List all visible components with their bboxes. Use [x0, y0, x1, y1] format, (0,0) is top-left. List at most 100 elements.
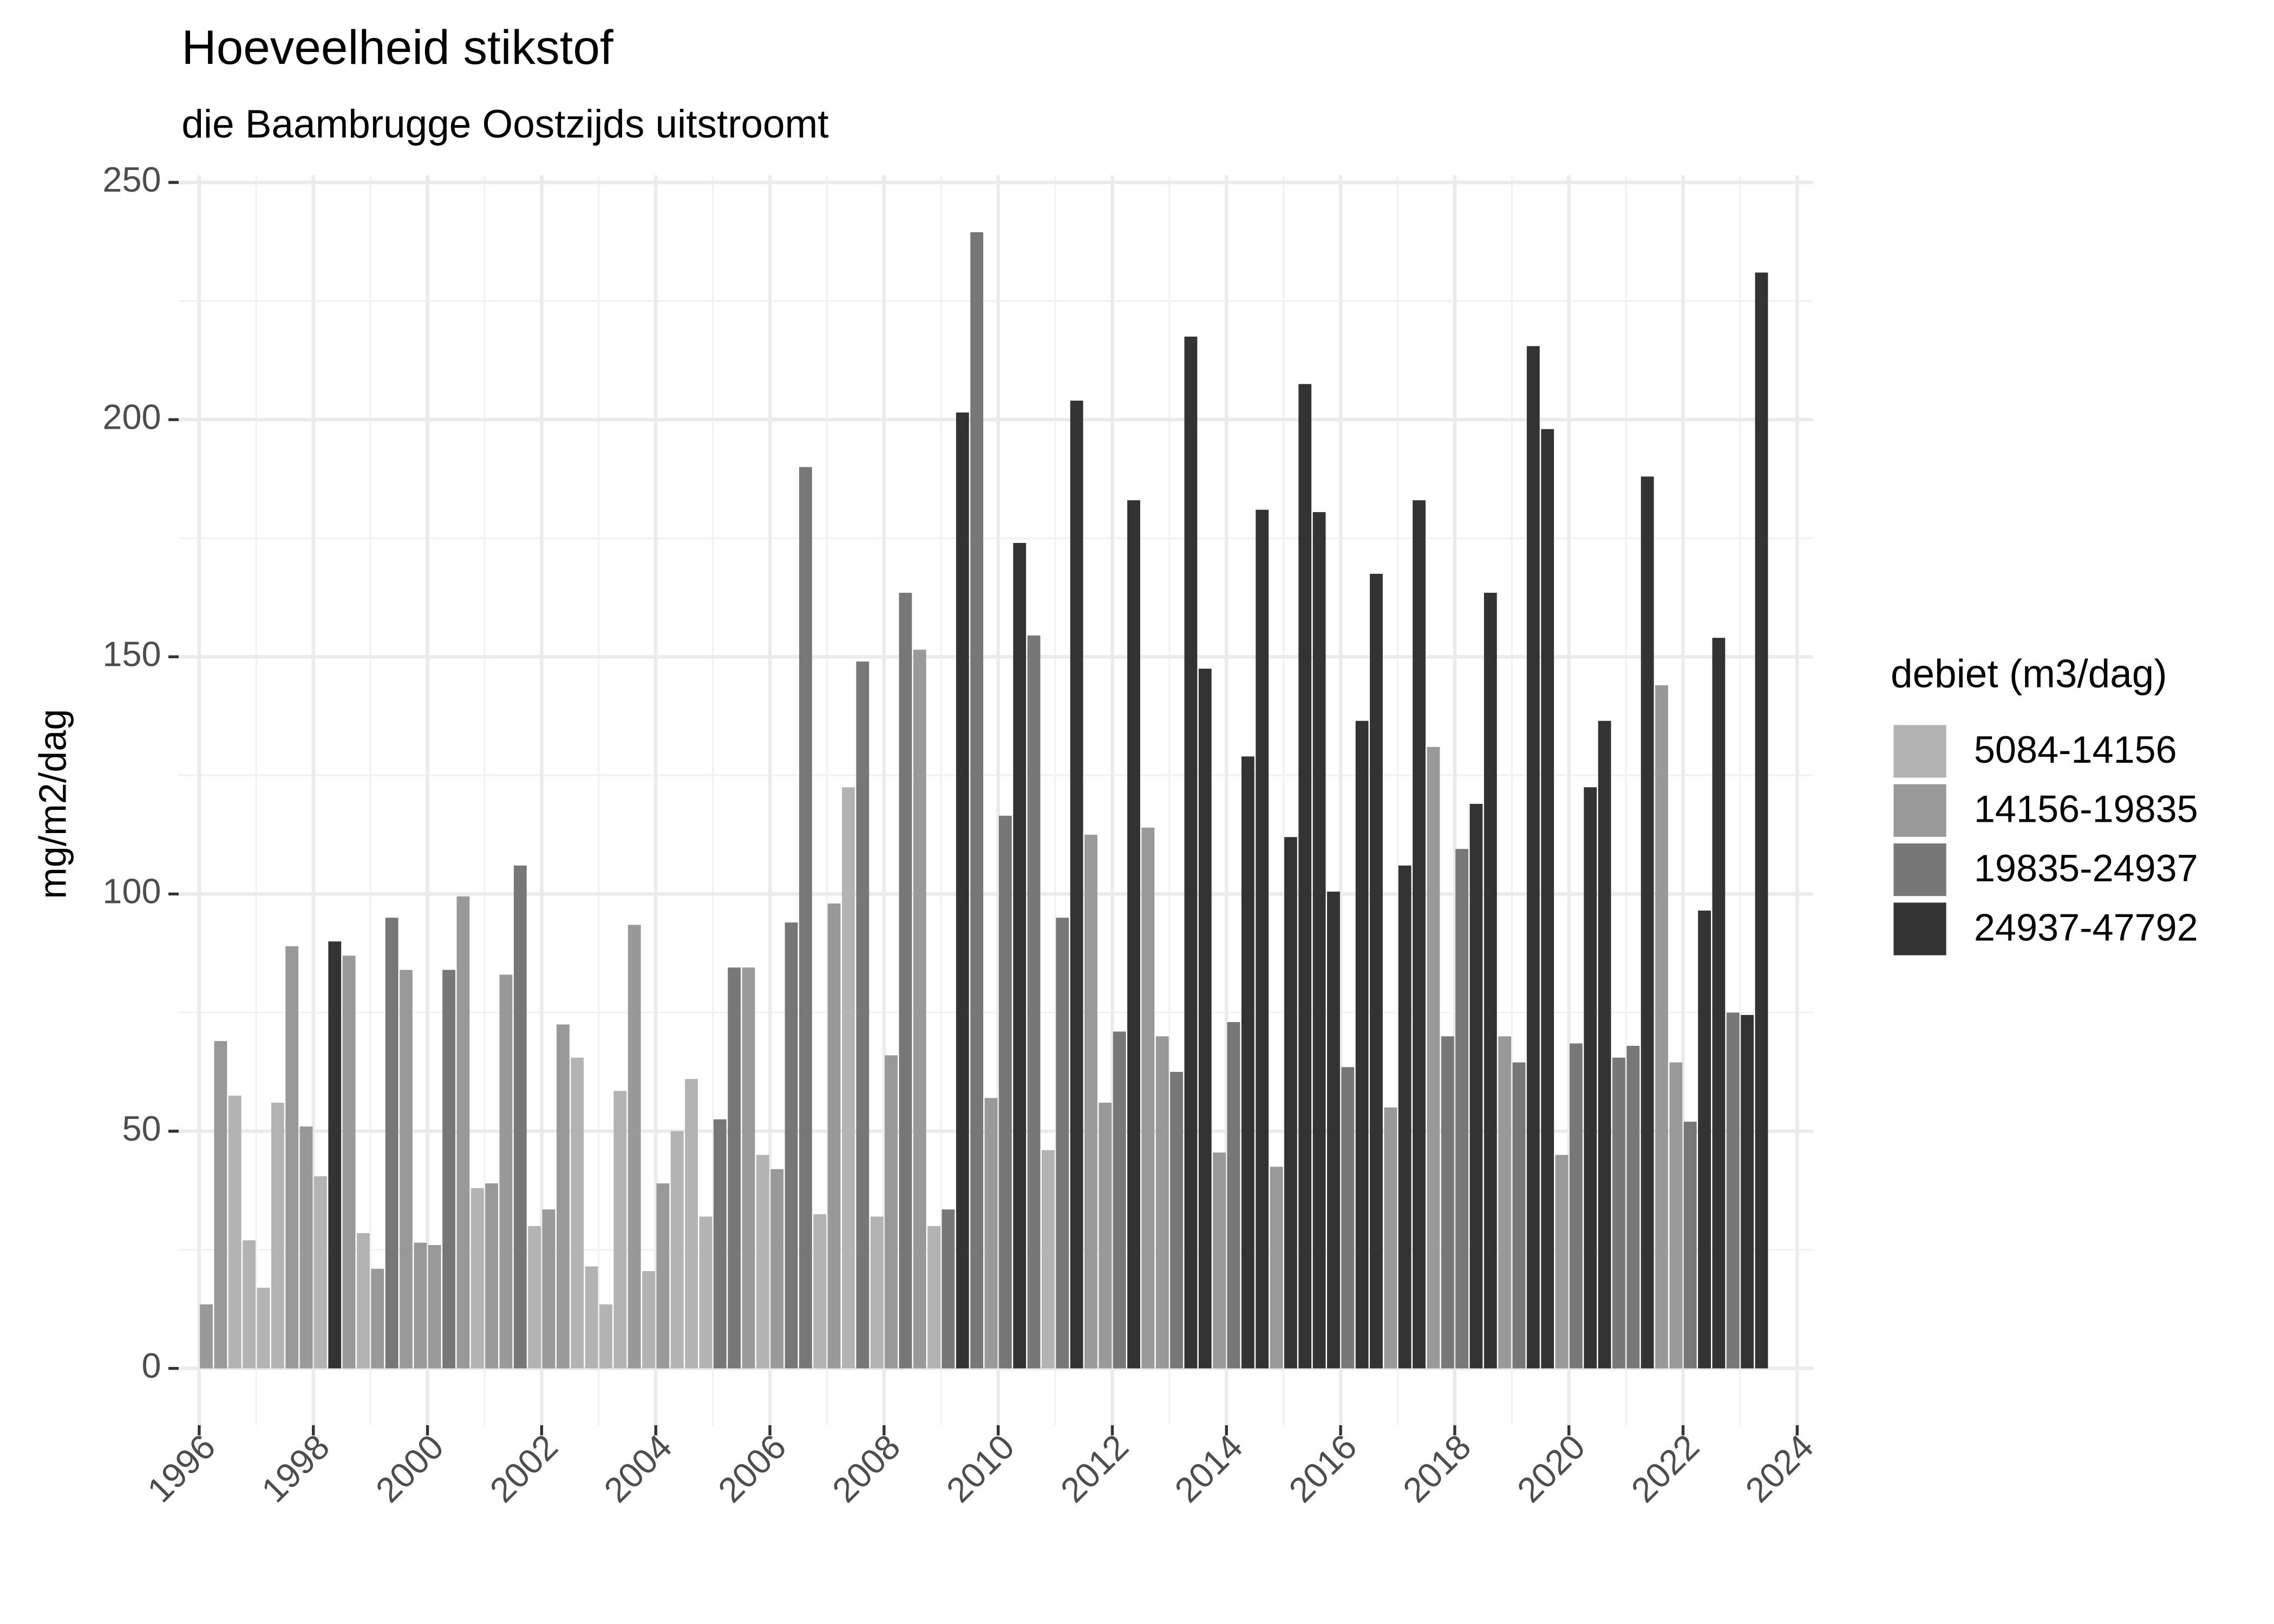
bar	[984, 1098, 998, 1368]
bar	[628, 925, 641, 1368]
bar	[1413, 500, 1426, 1368]
bar	[913, 650, 926, 1368]
bar	[1213, 1152, 1226, 1368]
bar	[1270, 1167, 1283, 1368]
x-tick-label: 2016	[1281, 1427, 1364, 1510]
bar	[285, 946, 299, 1368]
bar	[1641, 476, 1654, 1368]
y-tick-label: 0	[142, 1346, 161, 1385]
bar	[1526, 346, 1540, 1368]
bar	[200, 1304, 213, 1368]
bar	[214, 1041, 227, 1368]
bar	[414, 1242, 427, 1368]
bar	[1755, 272, 1768, 1368]
bar	[1198, 669, 1212, 1368]
bar	[357, 1233, 370, 1368]
bar	[642, 1271, 655, 1368]
bar	[371, 1268, 384, 1368]
legend-key	[1893, 843, 1946, 896]
bar	[656, 1183, 670, 1368]
bar	[1484, 593, 1497, 1368]
x-tick-label: 2010	[939, 1427, 1022, 1510]
bar	[271, 1103, 284, 1368]
bar	[799, 467, 812, 1368]
bar	[728, 967, 741, 1368]
bar	[257, 1287, 270, 1368]
bar	[1227, 1022, 1240, 1368]
bar	[613, 1091, 627, 1368]
bar	[785, 922, 798, 1368]
bar	[770, 1169, 784, 1368]
bar	[1127, 500, 1140, 1368]
bar	[670, 1131, 684, 1368]
chart-title: Hoeveelheid stikstof	[181, 20, 613, 74]
bar	[1070, 401, 1083, 1368]
bar	[1099, 1103, 1112, 1368]
bar	[1469, 803, 1483, 1368]
axes: 0 50 100 150 200 250 1996 1998 2000 2002 2004 2006 2…	[102, 160, 1821, 1510]
bar	[299, 1126, 313, 1368]
legend-label: 19835-24937	[1974, 847, 2198, 889]
bar	[1141, 827, 1155, 1368]
bar	[1041, 1150, 1055, 1368]
bar	[471, 1188, 484, 1368]
bar	[1669, 1062, 1683, 1368]
x-tick-label: 2006	[710, 1427, 794, 1510]
y-tick-label: 250	[102, 160, 161, 199]
x-tick-label: 2000	[368, 1427, 452, 1510]
bar	[942, 1209, 955, 1368]
bar	[1712, 638, 1726, 1368]
bar	[827, 903, 841, 1368]
bar	[970, 232, 984, 1368]
legend-key	[1893, 784, 1946, 837]
bar	[1655, 685, 1668, 1368]
bar	[713, 1119, 727, 1368]
legend-label: 24937-47792	[1974, 906, 2198, 948]
bar	[243, 1240, 256, 1368]
x-tick-label: 1996	[140, 1427, 223, 1510]
x-tick-label: 2002	[482, 1427, 565, 1510]
bar	[342, 955, 356, 1368]
bar	[1541, 429, 1554, 1368]
bar	[1084, 834, 1097, 1368]
bar	[1327, 892, 1340, 1368]
bar	[1569, 1043, 1583, 1368]
bar	[1113, 1031, 1126, 1368]
bar	[456, 896, 470, 1368]
bar	[1598, 721, 1611, 1368]
bar	[1284, 837, 1297, 1368]
bar	[400, 970, 413, 1368]
bar	[998, 815, 1012, 1368]
bar	[742, 967, 755, 1368]
bar	[1027, 635, 1041, 1368]
bar	[699, 1216, 713, 1368]
x-tick-label: 2012	[1053, 1427, 1136, 1510]
bar	[813, 1214, 827, 1368]
x-tick-label: 2022	[1624, 1427, 1707, 1510]
x-tick-label: 2014	[1167, 1427, 1250, 1510]
bar	[1341, 1067, 1355, 1368]
y-tick-label: 200	[102, 397, 161, 436]
legend: debiet (m3/dag) 5084-14156 14156-19835 1983…	[1891, 652, 2198, 955]
bar	[228, 1095, 241, 1368]
bar	[528, 1226, 541, 1368]
bar	[856, 662, 870, 1368]
bar	[1398, 865, 1412, 1368]
bar	[956, 412, 969, 1368]
bar	[1498, 1036, 1512, 1368]
bar	[1455, 849, 1468, 1368]
bar	[599, 1304, 612, 1368]
bar	[1184, 336, 1198, 1368]
chart-subtitle: die Baambrugge Oostzijds uitstroomt	[181, 102, 828, 146]
bar	[899, 593, 912, 1368]
bar	[1741, 1014, 1754, 1368]
bar	[513, 865, 527, 1368]
x-tick-label: 1998	[254, 1427, 337, 1510]
bar	[1584, 787, 1597, 1368]
legend-key	[1893, 902, 1946, 955]
bar	[485, 1183, 499, 1368]
y-tick-label: 50	[122, 1109, 161, 1148]
bar	[385, 918, 398, 1368]
bar	[1056, 918, 1069, 1368]
